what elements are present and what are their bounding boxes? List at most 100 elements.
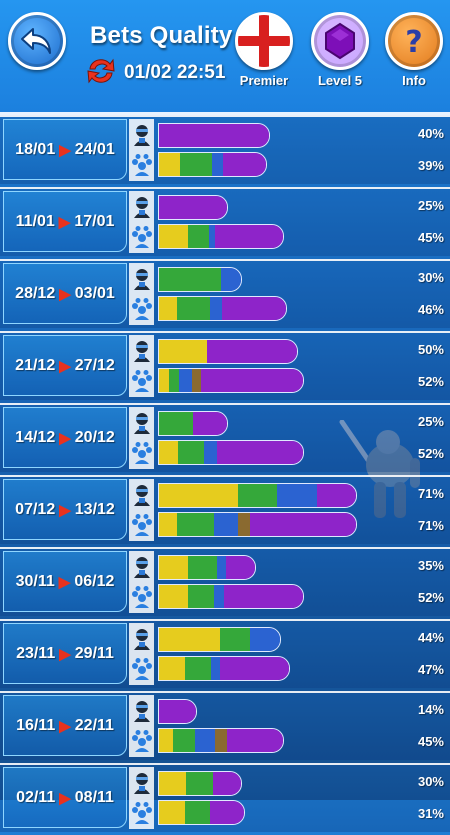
bar-segment-green	[184, 801, 210, 824]
crowd-quality-percent: 46%	[417, 302, 444, 317]
ninja-user-icon	[129, 480, 154, 510]
info-button[interactable]: ?	[385, 12, 443, 70]
crowd-quality-bar	[158, 296, 287, 321]
row-icon-column	[129, 479, 154, 541]
week-row[interactable]: 23/11 ▶ 29/11 44% 47%	[0, 619, 450, 688]
crowd-quality-percent: 45%	[417, 230, 444, 245]
arrow-right-icon: ▶	[59, 357, 71, 375]
arrow-right-icon: ▶	[58, 213, 71, 231]
bar-segment-purple	[220, 657, 289, 680]
week-end-date: 22/11	[74, 716, 114, 734]
crowd-paw-icon	[129, 150, 154, 180]
row-icon-column	[129, 551, 154, 613]
bar-segment-yellow	[159, 441, 178, 464]
bar-segment-blue	[212, 153, 224, 176]
bar-segment-blue	[220, 268, 241, 291]
arrow-right-icon: ▶	[59, 717, 71, 735]
ninja-user-icon	[129, 336, 154, 366]
bar-segment-green	[186, 772, 214, 795]
arrow-right-icon: ▶	[58, 573, 71, 591]
info-label: Info	[402, 73, 426, 88]
svg-text:?: ?	[405, 25, 422, 60]
bar-segment-brown	[237, 513, 250, 536]
back-button[interactable]	[8, 12, 66, 70]
bar-segment-green	[219, 628, 250, 651]
bar-segment-blue	[216, 556, 227, 579]
week-start-date: 02/11	[16, 788, 56, 806]
bar-segment-green	[180, 153, 213, 176]
row-icon-column	[129, 263, 154, 325]
bar-segment-yellow	[159, 513, 177, 536]
user-quality-percent: 25%	[417, 414, 444, 429]
bar-segment-green	[176, 297, 210, 320]
week-start-date: 23/11	[16, 644, 56, 662]
bar-segment-purple	[159, 124, 269, 147]
bar-segment-blue	[213, 585, 224, 608]
week-end-date: 29/11	[74, 644, 114, 662]
week-row[interactable]: 28/12 ▶ 03/01 30% 46%	[0, 259, 450, 328]
week-date-range[interactable]: 14/12 ▶ 20/12	[3, 407, 127, 468]
user-quality-percent: 50%	[417, 342, 444, 357]
week-date-range[interactable]: 23/11 ▶ 29/11	[3, 623, 127, 684]
user-quality-bar	[158, 699, 197, 724]
row-icon-column	[129, 407, 154, 469]
row-icon-column	[129, 191, 154, 253]
league-button[interactable]	[235, 12, 293, 70]
week-date-range[interactable]: 11/01 ▶ 17/01	[3, 191, 127, 252]
week-row[interactable]: 11/01 ▶ 17/01 25% 45%	[0, 187, 450, 256]
week-date-range[interactable]: 07/12 ▶ 13/12	[3, 479, 127, 540]
week-date-range[interactable]: 18/01 ▶ 24/01	[3, 119, 127, 180]
crowd-quality-percent: 47%	[417, 662, 444, 677]
refresh-button[interactable]	[84, 56, 118, 91]
bar-segment-green	[177, 441, 204, 464]
bar-segment-purple	[223, 585, 303, 608]
bar-segment-blue	[203, 441, 217, 464]
crowd-quality-bar	[158, 224, 284, 249]
league-label: Premier	[239, 73, 289, 88]
ninja-user-icon	[129, 768, 154, 798]
week-row[interactable]: 30/11 ▶ 06/12 35% 52%	[0, 547, 450, 616]
crowd-paw-icon	[129, 294, 154, 324]
crowd-paw-icon	[129, 222, 154, 252]
bar-segment-yellow	[159, 484, 238, 507]
week-row[interactable]: 07/12 ▶ 13/12 71% 71%	[0, 475, 450, 544]
week-end-date: 03/01	[74, 284, 115, 302]
row-icon-column	[129, 623, 154, 685]
bar-segment-brown	[192, 369, 201, 392]
crowd-quality-percent: 39%	[417, 158, 444, 173]
level-button[interactable]	[311, 12, 369, 70]
week-end-date: 13/12	[74, 500, 115, 518]
arrow-right-icon: ▶	[59, 789, 71, 807]
week-row[interactable]: 02/11 ▶ 08/11 30% 31%	[0, 763, 450, 832]
user-quality-bar	[158, 771, 242, 796]
bar-segment-blue	[209, 297, 223, 320]
bar-segment-purple	[213, 772, 241, 795]
week-row[interactable]: 16/11 ▶ 22/11 14% 45%	[0, 691, 450, 760]
week-date-range[interactable]: 16/11 ▶ 22/11	[3, 695, 127, 756]
user-quality-bar	[158, 555, 256, 580]
crowd-quality-percent: 71%	[417, 518, 444, 533]
week-date-range[interactable]: 30/11 ▶ 06/12	[3, 551, 127, 612]
user-quality-percent: 71%	[417, 486, 444, 501]
crowd-paw-icon	[129, 510, 154, 540]
bar-segment-purple	[223, 153, 266, 176]
bar-segment-yellow	[159, 657, 185, 680]
week-start-date: 16/11	[16, 716, 56, 734]
user-quality-bar	[158, 483, 357, 508]
week-date-range[interactable]: 28/12 ▶ 03/01	[3, 263, 127, 324]
week-date-range[interactable]: 02/11 ▶ 08/11	[3, 767, 127, 828]
week-end-date: 08/11	[74, 788, 114, 806]
bar-segment-yellow	[159, 297, 177, 320]
ninja-user-icon	[129, 408, 154, 438]
row-icon-column	[129, 119, 154, 181]
last-update-datetime: 01/02 22:51	[124, 62, 226, 83]
arrow-right-icon: ▶	[59, 285, 71, 303]
bar-segment-yellow	[159, 801, 185, 824]
week-date-range[interactable]: 21/12 ▶ 27/12	[3, 335, 127, 396]
crowd-quality-bar	[158, 656, 290, 681]
week-row[interactable]: 21/12 ▶ 27/12 50% 52%	[0, 331, 450, 400]
week-row[interactable]: 18/01 ▶ 24/01 40% 39%	[0, 115, 450, 184]
ninja-user-icon	[129, 552, 154, 582]
week-row[interactable]: 14/12 ▶ 20/12 25% 52%	[0, 403, 450, 472]
crowd-quality-bar	[158, 440, 304, 465]
